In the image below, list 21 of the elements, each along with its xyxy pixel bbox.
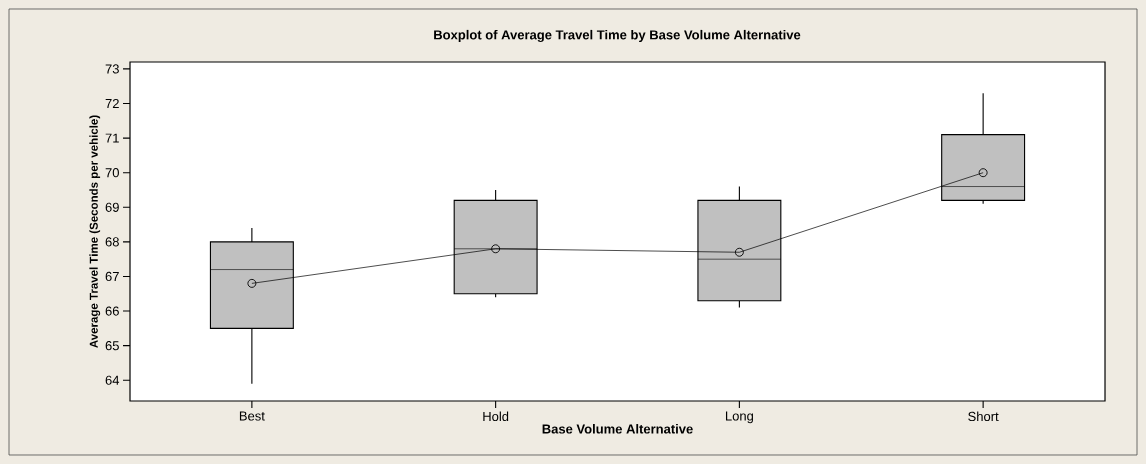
point bbox=[734, 247, 744, 257]
y-tick-label: 64 bbox=[105, 375, 120, 385]
y-tick-label: 69 bbox=[105, 202, 119, 212]
point bbox=[491, 244, 501, 254]
y-tick-label: 68 bbox=[105, 237, 119, 247]
y-tick-label: 65 bbox=[105, 341, 119, 351]
y-tick-label: 71 bbox=[105, 133, 119, 143]
y-tick-label: 73 bbox=[105, 64, 119, 74]
x-tick-label: Long bbox=[725, 411, 754, 424]
y-axis-title: Average Travel Time (Seconds per vehicle) bbox=[89, 115, 101, 348]
x-axis-title: Base Volume Alternative bbox=[542, 424, 693, 434]
chart-title: Boxplot of Average Travel Time by Base Volume Alternative bbox=[434, 29, 801, 43]
point bbox=[247, 278, 257, 288]
point bbox=[978, 168, 988, 178]
y-tick-label: 72 bbox=[105, 98, 119, 109]
x-tick-label: Short bbox=[968, 411, 999, 422]
y-tick-label: 70 bbox=[105, 168, 119, 178]
y-tick-label: 67 bbox=[105, 271, 119, 282]
x-tick-label: Hold bbox=[483, 411, 509, 422]
y-tick-label: 66 bbox=[105, 306, 119, 316]
x-tick-label: Best bbox=[239, 411, 265, 421]
